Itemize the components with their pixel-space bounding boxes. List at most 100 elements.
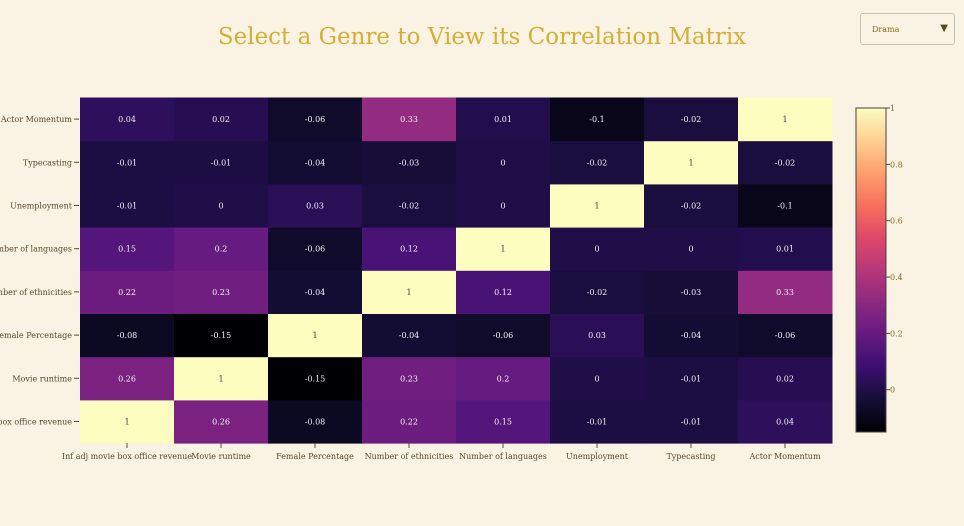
cell-value-label: -0.03 — [399, 158, 420, 167]
heatmap-cell — [268, 356, 363, 401]
cell-value-label: 0 — [500, 202, 505, 211]
cell-value-label: 1 — [218, 374, 223, 383]
heatmap-cell — [174, 140, 269, 185]
cell-value-label: -0.01 — [681, 418, 702, 427]
heatmap-cell — [550, 227, 645, 271]
heatmap-cell — [456, 356, 551, 401]
cell-value-label: 0.22 — [400, 418, 418, 427]
heatmap-cell — [456, 140, 551, 185]
cell-value-label: -0.01 — [211, 158, 232, 167]
heatmap-cell — [174, 399, 269, 444]
heatmap-cell — [550, 270, 645, 314]
cell-value-label: -0.04 — [399, 331, 420, 340]
y-tick-label: Movie runtime — [12, 374, 72, 383]
cell-value-label: -0.15 — [305, 374, 326, 383]
heatmap-cell — [644, 140, 739, 185]
cell-value-label: 1 — [594, 202, 599, 211]
cell-value-label: 1 — [782, 115, 787, 124]
cell-value-label: -0.06 — [305, 245, 326, 254]
cell-value-label: -0.02 — [681, 202, 702, 211]
heatmap-cell — [362, 97, 457, 142]
heatmap-cell — [80, 313, 175, 358]
heatmap-cell — [268, 183, 363, 228]
cell-value-label: 0.04 — [776, 418, 794, 427]
cell-value-label: -0.02 — [399, 202, 420, 211]
heatmap-cell — [80, 227, 175, 271]
heatmap-cell — [174, 313, 269, 358]
page-title: Select a Genre to View its Correlation M… — [217, 24, 747, 50]
cell-value-label: -0.01 — [681, 374, 702, 383]
heatmap-cell — [550, 140, 645, 185]
heatmap-cell — [362, 227, 457, 271]
x-tick-label: Inf adj movie box office revenue — [62, 452, 192, 461]
colorbar-tick-label: 0.4 — [890, 273, 903, 282]
colorbar-tick-label: 0.2 — [890, 329, 903, 338]
heatmap-cell — [738, 227, 833, 271]
cell-value-label: 0 — [594, 374, 599, 383]
cell-value-label: 0.01 — [776, 245, 794, 254]
cell-value-label: -0.02 — [587, 288, 608, 297]
heatmap-cell — [362, 183, 457, 228]
x-tick-label: Female Percentage — [276, 452, 354, 461]
heatmap-cell — [362, 270, 457, 314]
y-tick-label: Unemployment — [10, 202, 73, 211]
cell-value-label: 0.03 — [306, 202, 324, 211]
x-tick-label: Typecasting — [666, 452, 715, 461]
x-tick-label: Actor Momentum — [748, 452, 821, 461]
heatmap-cell — [268, 227, 363, 271]
cell-value-label: 0.12 — [494, 288, 512, 297]
cell-value-label: -0.1 — [777, 202, 792, 211]
heatmap-cell — [550, 313, 645, 358]
cell-value-label: 1 — [500, 245, 505, 254]
y-tick-label: Number of ethnicities — [0, 288, 72, 297]
heatmap-cell — [644, 227, 739, 271]
cell-value-label: -0.01 — [117, 158, 138, 167]
cell-value-label: 0.33 — [400, 115, 418, 124]
heatmap-cell — [644, 313, 739, 358]
cell-value-label: 0.03 — [588, 331, 606, 340]
cell-value-label: 0.02 — [776, 374, 794, 383]
cell-value-label: -0.01 — [117, 202, 138, 211]
heatmap-cell — [738, 97, 833, 142]
cell-value-label: -0.08 — [117, 331, 138, 340]
heatmap-cell — [738, 270, 833, 314]
cell-value-label: 0.33 — [776, 288, 794, 297]
cell-value-label: 0.26 — [118, 374, 136, 383]
x-tick-label: Unemployment — [566, 452, 629, 461]
colorbar-tick-label: 0.6 — [890, 217, 903, 226]
heatmap-cell — [268, 399, 363, 444]
heatmap-cell — [550, 97, 645, 142]
heatmap-cell — [80, 97, 175, 142]
heatmap-cell — [362, 313, 457, 358]
heatmap-cell — [174, 270, 269, 314]
colorbar-tick-label: 0 — [890, 386, 895, 395]
heatmap-cell — [456, 399, 551, 444]
cell-value-label: 1 — [124, 418, 129, 427]
cell-value-label: 0.23 — [212, 288, 230, 297]
y-tick-label: ie box office revenue — [0, 418, 72, 427]
x-tick-label: Number of ethnicities — [365, 452, 454, 461]
heatmap-cell — [456, 270, 551, 314]
heatmap-cell — [738, 399, 833, 444]
heatmap-cell — [174, 97, 269, 142]
genre-dropdown[interactable]: Drama ▼ — [860, 13, 955, 45]
cell-value-label: 0.15 — [494, 418, 512, 427]
cell-value-label: 1 — [406, 288, 411, 297]
cell-value-label: 0.23 — [400, 374, 418, 383]
heatmap-cell — [550, 356, 645, 401]
cell-value-label: -0.1 — [589, 115, 604, 124]
heatmap-cell — [174, 183, 269, 228]
chevron-down-icon[interactable]: ▼ — [940, 23, 948, 34]
cell-value-label: 0.01 — [494, 115, 512, 124]
heatmap-cell — [174, 227, 269, 271]
heatmap-cell — [456, 227, 551, 271]
heatmap-cell — [80, 183, 175, 228]
colorbar-tick-label: 0.8 — [890, 160, 903, 169]
cell-value-label: -0.15 — [211, 331, 232, 340]
heatmap-cell — [738, 356, 833, 401]
heatmap-cell — [738, 313, 833, 358]
heatmap-cell — [268, 270, 363, 314]
heatmap-cell — [456, 97, 551, 142]
cell-value-label: 0.26 — [212, 418, 230, 427]
